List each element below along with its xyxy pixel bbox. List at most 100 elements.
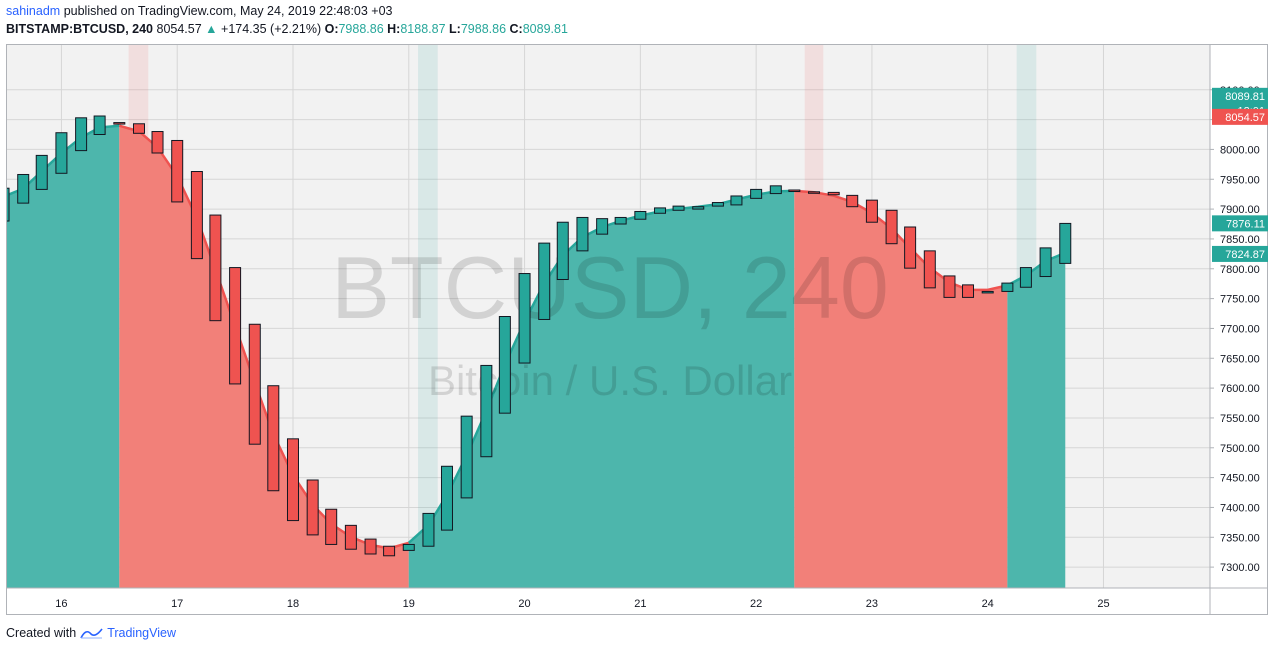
candle — [35, 154, 48, 190]
price-tag — [1212, 215, 1268, 232]
change-value: +174.35 (+2.21%) — [221, 22, 322, 36]
candle — [750, 188, 763, 199]
candle — [55, 132, 68, 174]
candle — [923, 250, 936, 289]
close-value: 8089.81 — [522, 22, 568, 36]
candle — [344, 524, 357, 550]
time-tick-label: 25 — [1097, 598, 1109, 610]
candle — [634, 210, 647, 220]
candle — [672, 205, 685, 211]
price-tick-label: 7950.00 — [1220, 174, 1260, 186]
time-tick-label: 23 — [866, 598, 878, 610]
candle — [422, 512, 435, 547]
candle — [75, 117, 88, 152]
low-value: 7988.86 — [460, 22, 507, 36]
candle — [229, 267, 242, 385]
price-tick-label: 7600.00 — [1220, 383, 1260, 395]
author-link[interactable]: sahinadm — [6, 4, 61, 18]
candle — [190, 171, 203, 260]
price-tag — [1212, 87, 1268, 104]
price-tick-label: 7700.00 — [1220, 323, 1260, 335]
candle — [93, 115, 106, 136]
time-tick-label: 24 — [982, 598, 994, 610]
candle — [132, 123, 145, 134]
time-tick-label: 22 — [750, 598, 762, 610]
time-tick-label: 17 — [171, 598, 183, 610]
candle — [1001, 282, 1014, 292]
candle — [209, 214, 222, 322]
candle — [788, 189, 801, 192]
time-tick-label: 16 — [55, 598, 67, 610]
candle — [113, 122, 126, 125]
candle — [518, 273, 531, 364]
trend-areas — [7, 124, 1066, 588]
price-tick-label: 7900.00 — [1220, 204, 1260, 216]
candle — [460, 415, 473, 499]
candle — [808, 191, 821, 194]
footer: Created with TradingView — [6, 626, 176, 640]
candle — [556, 221, 569, 281]
trend-area — [1007, 252, 1066, 588]
price-tick-label: 7750.00 — [1220, 294, 1260, 306]
candle — [711, 202, 724, 207]
candle — [692, 206, 705, 210]
time-tick-label: 18 — [287, 598, 299, 610]
candle — [402, 543, 415, 551]
price-axis[interactable]: 8100.008050.008000.007950.007900.007850.… — [1210, 85, 1260, 574]
candle — [827, 191, 840, 196]
close-label: C: — [509, 22, 523, 36]
candle — [1059, 222, 1072, 264]
candle — [654, 207, 667, 214]
candle — [1039, 247, 1052, 278]
candle — [7, 187, 10, 222]
candle — [286, 438, 299, 522]
price-tag — [1212, 245, 1268, 262]
time-tick-label: 20 — [518, 598, 530, 610]
price-tick-label: 7400.00 — [1220, 502, 1260, 514]
candle — [267, 385, 280, 492]
candle — [364, 538, 377, 555]
time-tick-label: 19 — [403, 598, 415, 610]
candle — [614, 216, 627, 225]
candle — [325, 508, 338, 545]
publish-info: sahinadm published on TradingView.com, M… — [6, 4, 393, 18]
candle — [769, 185, 782, 195]
chart-frame — [6, 44, 1268, 615]
candle — [730, 195, 743, 206]
price-tag-label: 8089.81 — [1225, 91, 1265, 103]
candle — [480, 364, 493, 458]
tradingview-link[interactable]: TradingView — [107, 626, 176, 640]
symbol-label: BITSTAMP:BTCUSD, 240 — [6, 22, 154, 36]
trend-area — [408, 190, 795, 588]
trend-line — [118, 124, 410, 550]
trend-line — [1006, 251, 1066, 287]
published-text: published on TradingView.com, May 24, 20… — [63, 4, 393, 18]
candle — [538, 242, 551, 320]
price-tag — [1212, 108, 1268, 125]
price-tick-label: 7650.00 — [1220, 353, 1260, 365]
time-axis[interactable]: 16 17 18 19 20 21 22 23 24 25 — [55, 598, 1109, 610]
watermark: BTCUSD, 240 Bitcoin / U.S. Dollar — [331, 238, 889, 404]
candle — [846, 194, 859, 208]
candle — [981, 290, 994, 294]
time-tick-label: 21 — [634, 598, 646, 610]
candle — [440, 465, 453, 531]
price-tick-label: 7500.00 — [1220, 443, 1260, 455]
candle — [596, 218, 609, 235]
created-with-label: Created with — [6, 626, 77, 640]
price-tag-label: 7824.87 — [1225, 249, 1265, 261]
candle — [383, 545, 396, 557]
candle — [151, 131, 164, 154]
watermark-title: BTCUSD, 240 — [331, 238, 889, 337]
candle — [962, 284, 975, 298]
high-label: H: — [387, 22, 401, 36]
up-arrow-icon: ▲ — [205, 22, 218, 36]
candle — [865, 199, 878, 223]
candle — [943, 275, 956, 298]
price-tick-label: 7450.00 — [1220, 473, 1260, 485]
candle — [885, 209, 898, 245]
candle — [17, 173, 30, 204]
trend-area — [7, 125, 120, 588]
